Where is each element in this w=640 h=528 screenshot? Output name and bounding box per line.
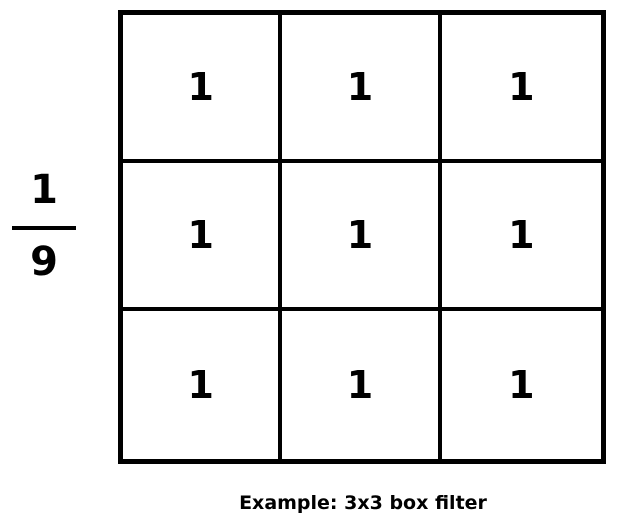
fraction-numerator: 1 xyxy=(30,167,58,213)
kernel-cell-r3-c1: 1 xyxy=(123,311,283,459)
kernel-cell-r1-c1: 1 xyxy=(123,15,283,163)
kernel-cell-r2-c1: 1 xyxy=(123,163,283,311)
kernel-cell-r1-c2: 1 xyxy=(282,15,442,163)
figure-caption: Example: 3x3 box filter xyxy=(239,492,487,514)
kernel-grid: 1 1 1 1 1 1 1 1 1 xyxy=(118,10,606,464)
kernel-cell-r3-c3: 1 xyxy=(508,363,535,407)
fraction-bar xyxy=(12,226,76,230)
kernel-cell-r2-c2: 1 xyxy=(282,163,442,311)
kernel-cell-r1-c3: 1 xyxy=(441,15,601,163)
kernel-cell-r2-c3: 1 xyxy=(441,163,601,311)
normalization-fraction: 1 9 xyxy=(12,160,76,290)
fraction-denominator: 9 xyxy=(30,239,58,285)
kernel-cell-r3-c2: 1 xyxy=(282,311,442,459)
